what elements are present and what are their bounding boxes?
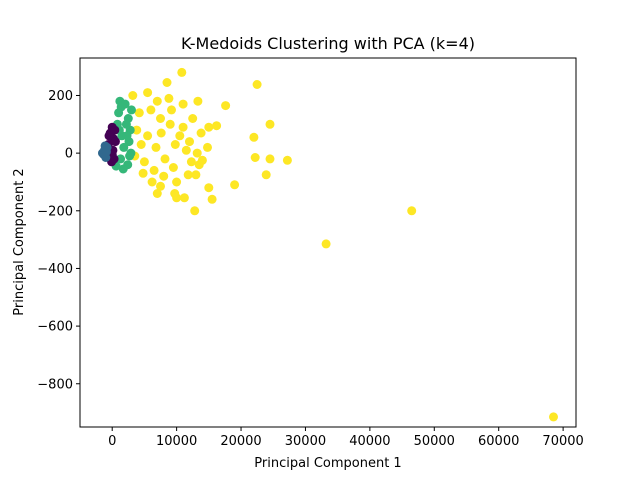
scatter-point: [265, 119, 275, 129]
scatter-point: [207, 194, 217, 204]
scatter-point: [250, 153, 260, 162]
scatter-point: [118, 164, 128, 174]
scatter-point: [192, 148, 202, 158]
scatter-point: [177, 67, 187, 77]
scatter-point: [252, 80, 262, 89]
scatter-point: [100, 141, 110, 151]
scatter-point: [162, 78, 172, 87]
scatter-point: [143, 88, 153, 98]
scatter-point: [261, 170, 271, 180]
scatter-point: [160, 154, 170, 164]
scatter-point: [167, 105, 176, 115]
y-tick-label: 0: [65, 147, 73, 162]
scatter-point: [116, 102, 126, 112]
scatter-point: [136, 140, 146, 149]
x-tick-label: 60000: [478, 434, 519, 449]
x-tick-label: 30000: [285, 434, 326, 449]
scatter-point: [197, 155, 207, 165]
scatter-point: [321, 239, 331, 249]
scatter-point: [191, 170, 201, 180]
scatter-point: [104, 131, 114, 141]
x-tick-label: 0: [108, 434, 116, 449]
chart-title: K-Medoids Clustering with PCA (k=4): [181, 34, 475, 53]
scatter-point: [156, 114, 165, 123]
scatter-point: [193, 96, 203, 106]
y-tick-label: −400: [37, 262, 73, 277]
scatter-point: [128, 91, 138, 100]
scatter-point: [165, 119, 175, 129]
scatter-point: [149, 165, 159, 175]
scatter-point: [170, 189, 180, 198]
y-tick-label: −600: [37, 320, 73, 335]
scatter-point: [139, 157, 149, 167]
scatter-point: [125, 151, 135, 161]
scatter-point: [204, 122, 214, 132]
scatter-point: [127, 105, 136, 115]
scatter-point: [152, 96, 162, 106]
x-axis-ticks: 0 10000 20000 30000 40000 50000 60000 70000: [108, 427, 584, 449]
y-tick-label: 200: [48, 89, 73, 104]
scatter-point: [183, 170, 193, 180]
scatter-point: [119, 142, 129, 152]
scatter-point: [175, 131, 185, 141]
scatter-point: [203, 142, 212, 152]
scatter-points: [98, 67, 558, 422]
scatter-point: [122, 131, 132, 141]
scatter-point: [151, 142, 161, 152]
scatter-point: [134, 108, 144, 118]
x-tick-label: 50000: [414, 434, 455, 449]
scatter-point: [179, 193, 189, 203]
scatter-point: [196, 128, 206, 138]
scatter-point: [185, 137, 194, 147]
scatter-point: [249, 132, 259, 142]
scatter-point: [156, 181, 165, 191]
x-tick-label: 20000: [220, 434, 261, 449]
scatter-point: [549, 412, 558, 422]
scatter-point: [159, 171, 169, 181]
scatter-point: [190, 206, 200, 216]
scatter-point: [168, 163, 178, 172]
scatter-point: [407, 206, 417, 216]
scatter-point: [186, 157, 196, 167]
x-tick-label: 70000: [542, 434, 583, 449]
y-axis-label: Principal Component 2: [12, 168, 27, 315]
scatter-point: [178, 99, 188, 109]
scatter-point: [121, 119, 131, 129]
scatter-point: [221, 101, 231, 111]
scatter-point: [181, 145, 191, 155]
scatter-point: [116, 154, 126, 164]
scatter-point: [147, 177, 157, 187]
x-tick-label: 10000: [156, 434, 197, 449]
y-tick-label: −200: [37, 204, 73, 219]
scatter-point: [132, 125, 142, 135]
scatter-point: [146, 105, 156, 115]
scatter-point: [110, 137, 120, 147]
scatter-point: [152, 189, 162, 198]
scatter-point: [164, 93, 174, 103]
scatter-point: [172, 177, 182, 187]
plot-frame: [79, 57, 577, 428]
y-axis-ticks: −800 −600 −400 −200 0 200: [37, 89, 80, 392]
x-tick-label: 40000: [349, 434, 390, 449]
scatter-point: [138, 168, 148, 178]
scatter-point: [230, 180, 240, 190]
y-tick-label: −800: [37, 377, 73, 392]
scatter-point: [156, 128, 166, 138]
scatter-point: [204, 183, 214, 193]
scatter-point: [170, 140, 180, 149]
scatter-point: [143, 131, 153, 141]
scatter-point: [212, 121, 222, 131]
scatter-point: [110, 125, 120, 135]
scatter-point: [188, 114, 198, 123]
scatter-point: [282, 155, 292, 165]
scatter-point: [265, 154, 275, 164]
x-axis-label: Principal Component 1: [254, 456, 401, 471]
scatter-point: [178, 122, 188, 132]
